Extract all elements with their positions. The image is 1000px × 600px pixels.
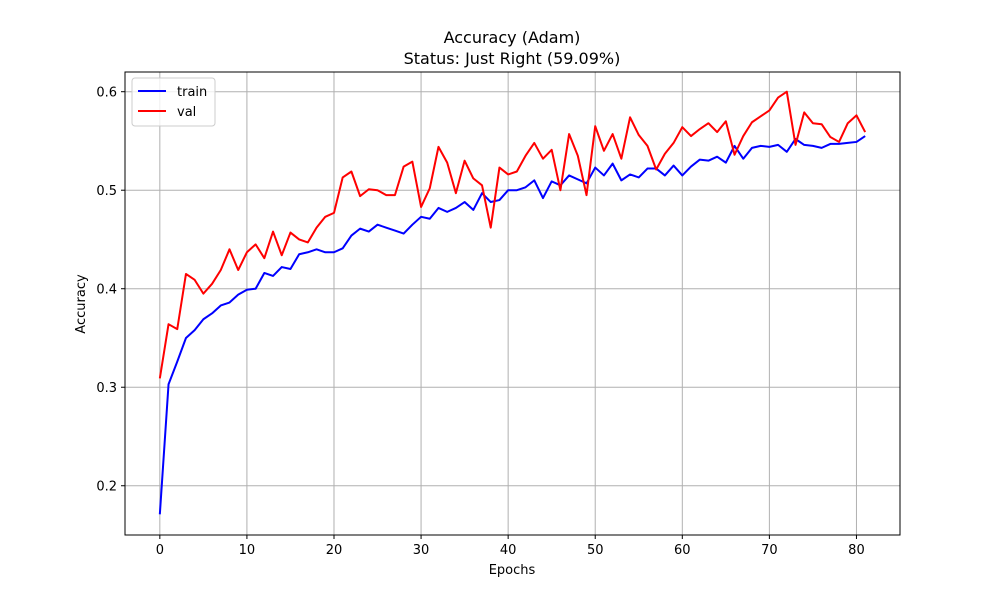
y-tick-label: 0.6 [96,86,117,101]
x-tick-label: 70 [761,543,778,558]
chart-title: Accuracy (Adam) [444,28,581,47]
legend-train-label: train [177,85,207,100]
x-tick-label: 30 [413,543,430,558]
y-tick-label: 0.4 [96,283,117,298]
y-tick-label: 0.2 [96,480,117,495]
x-tick-label: 50 [587,543,604,558]
x-tick-label: 10 [239,543,256,558]
chart-subtitle: Status: Just Right (59.09%) [404,49,621,68]
series-layer [158,90,867,515]
y-tick-label: 0.3 [96,381,117,396]
ticks: 0 10 20 30 40 50 60 70 80 0.2 0.3 0.4 0.5 0.6 [96,86,864,558]
x-tick-label: 60 [674,543,691,558]
x-tick-label: 0 [156,543,164,558]
x-axis-label: Epochs [489,563,536,578]
val-series-line [158,90,867,379]
x-tick-label: 80 [848,543,865,558]
legend-val-label: val [177,105,196,120]
x-tick-label: 20 [326,543,343,558]
x-tick-label: 40 [500,543,517,558]
plot-frame [124,71,901,536]
grid [125,72,900,535]
y-tick-label: 0.5 [96,184,117,199]
train-series-line [158,135,866,515]
y-axis-label: Accuracy [74,274,89,334]
legend: train val [131,77,216,127]
